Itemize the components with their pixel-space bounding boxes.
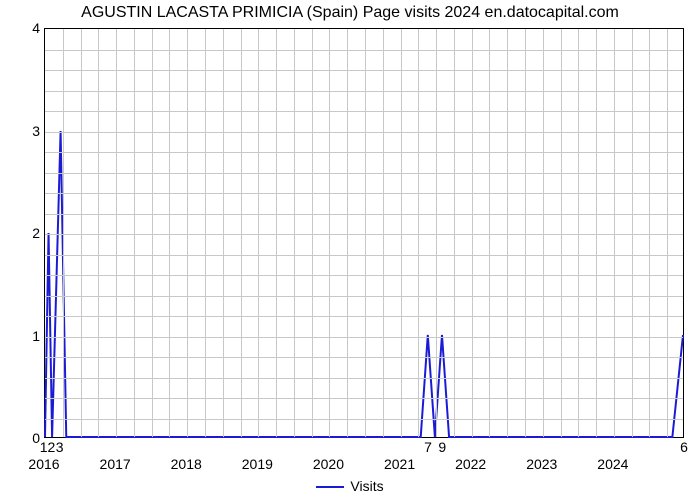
grid-horizontal bbox=[45, 378, 683, 379]
data-annotation: 12 bbox=[40, 439, 56, 455]
grid-horizontal bbox=[45, 152, 683, 153]
grid-horizontal bbox=[45, 50, 683, 51]
grid-horizontal bbox=[45, 255, 683, 256]
grid-horizontal bbox=[45, 91, 683, 92]
x-tick-label: 2023 bbox=[526, 456, 557, 472]
data-annotation: 9 bbox=[438, 439, 446, 455]
visits-line bbox=[45, 131, 683, 437]
legend: Visits bbox=[0, 478, 700, 494]
grid-horizontal bbox=[45, 173, 683, 174]
grid-horizontal bbox=[45, 337, 683, 338]
grid-horizontal bbox=[45, 296, 683, 297]
plot-area bbox=[44, 28, 684, 438]
grid-horizontal bbox=[45, 398, 683, 399]
x-tick-label: 2018 bbox=[171, 456, 202, 472]
legend-swatch bbox=[316, 486, 344, 488]
x-tick-label: 2019 bbox=[242, 456, 273, 472]
y-tick-label: 1 bbox=[10, 328, 40, 344]
x-tick-label: 2020 bbox=[313, 456, 344, 472]
grid-horizontal bbox=[45, 419, 683, 420]
x-tick-label: 2016 bbox=[28, 456, 59, 472]
y-tick-label: 3 bbox=[10, 123, 40, 139]
grid-horizontal bbox=[45, 357, 683, 358]
legend-label: Visits bbox=[350, 478, 383, 494]
grid-horizontal bbox=[45, 132, 683, 133]
x-tick-label: 2021 bbox=[384, 456, 415, 472]
data-annotation: 3 bbox=[56, 439, 64, 455]
grid-horizontal bbox=[45, 234, 683, 235]
y-tick-label: 0 bbox=[10, 430, 40, 446]
x-tick-label: 2017 bbox=[100, 456, 131, 472]
chart-title: AGUSTIN LACASTA PRIMICIA (Spain) Page vi… bbox=[0, 4, 700, 22]
grid-horizontal bbox=[45, 316, 683, 317]
y-tick-label: 4 bbox=[10, 20, 40, 36]
grid-horizontal bbox=[45, 275, 683, 276]
x-tick-label: 2022 bbox=[455, 456, 486, 472]
data-annotation: 6 bbox=[680, 439, 688, 455]
chart-container: AGUSTIN LACASTA PRIMICIA (Spain) Page vi… bbox=[0, 0, 700, 500]
grid-horizontal bbox=[45, 193, 683, 194]
y-tick-label: 2 bbox=[10, 225, 40, 241]
grid-horizontal bbox=[45, 70, 683, 71]
grid-horizontal bbox=[45, 214, 683, 215]
data-annotation: 7 bbox=[424, 439, 432, 455]
grid-horizontal bbox=[45, 111, 683, 112]
x-tick-label: 2024 bbox=[597, 456, 628, 472]
